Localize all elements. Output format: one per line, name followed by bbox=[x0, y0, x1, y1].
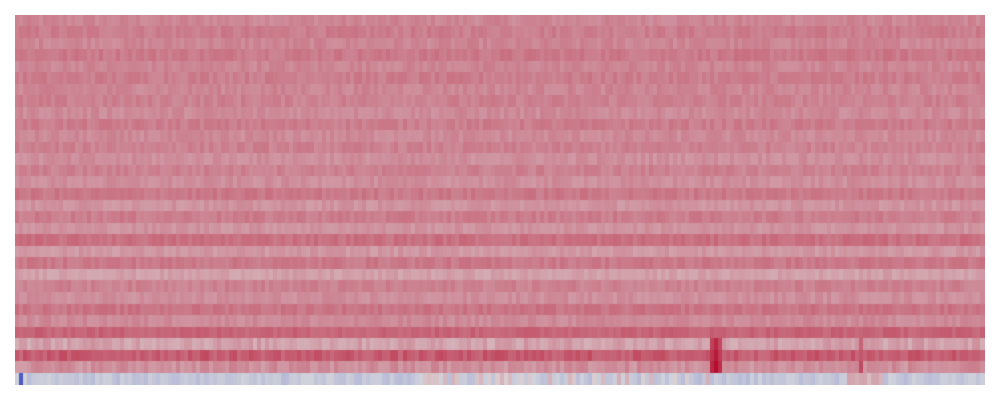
heatmap-cells bbox=[15, 15, 985, 385]
